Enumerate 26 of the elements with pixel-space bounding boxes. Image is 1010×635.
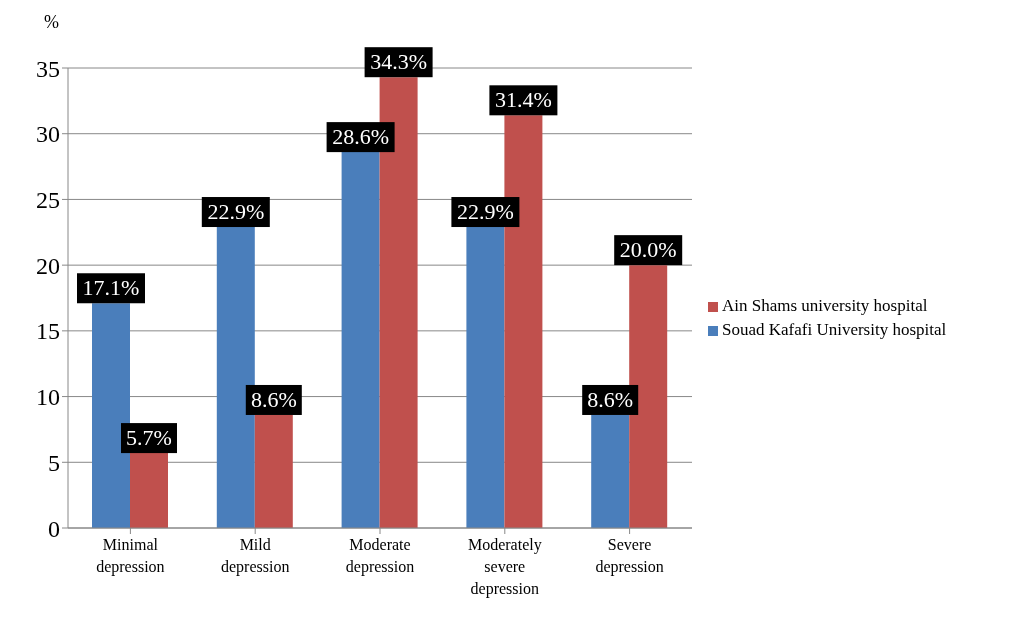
data-label: 20.0%: [619, 237, 677, 263]
data-label: 5.7%: [126, 425, 172, 451]
y-axis-title: %: [44, 12, 59, 33]
data-label: 22.9%: [456, 199, 514, 225]
y-tick-label: 5: [48, 449, 60, 476]
y-tick-label: 35: [36, 55, 60, 82]
legend-label: Souad Kafafi University hospital: [722, 320, 947, 339]
y-tick-label: 20: [36, 252, 60, 279]
x-tick-label: Mild depression: [220, 536, 290, 576]
data-label: 8.6%: [587, 386, 634, 412]
data-label: 31.4%: [494, 87, 552, 113]
data-label: 17.1%: [82, 275, 140, 301]
data-label: 28.6%: [332, 124, 390, 150]
x-tick-label: Severe depression: [595, 536, 664, 576]
y-tick-label: 25: [36, 186, 60, 213]
data-label: 22.9%: [207, 199, 265, 225]
x-tick-label: Moderately severe depression: [467, 536, 542, 598]
data-label: 34.3%: [370, 49, 428, 75]
x-tick-label: Moderate depression: [345, 536, 415, 576]
y-tick-label: 10: [36, 384, 60, 411]
data-label: 8.6%: [250, 386, 297, 412]
y-tick-label: 15: [36, 318, 60, 345]
y-tick-label: 30: [36, 121, 60, 148]
legend-label: Ain Shams university hospital: [722, 296, 928, 315]
y-tick-label: 0: [48, 515, 60, 542]
x-tick-label: Minimal depression: [96, 536, 165, 576]
